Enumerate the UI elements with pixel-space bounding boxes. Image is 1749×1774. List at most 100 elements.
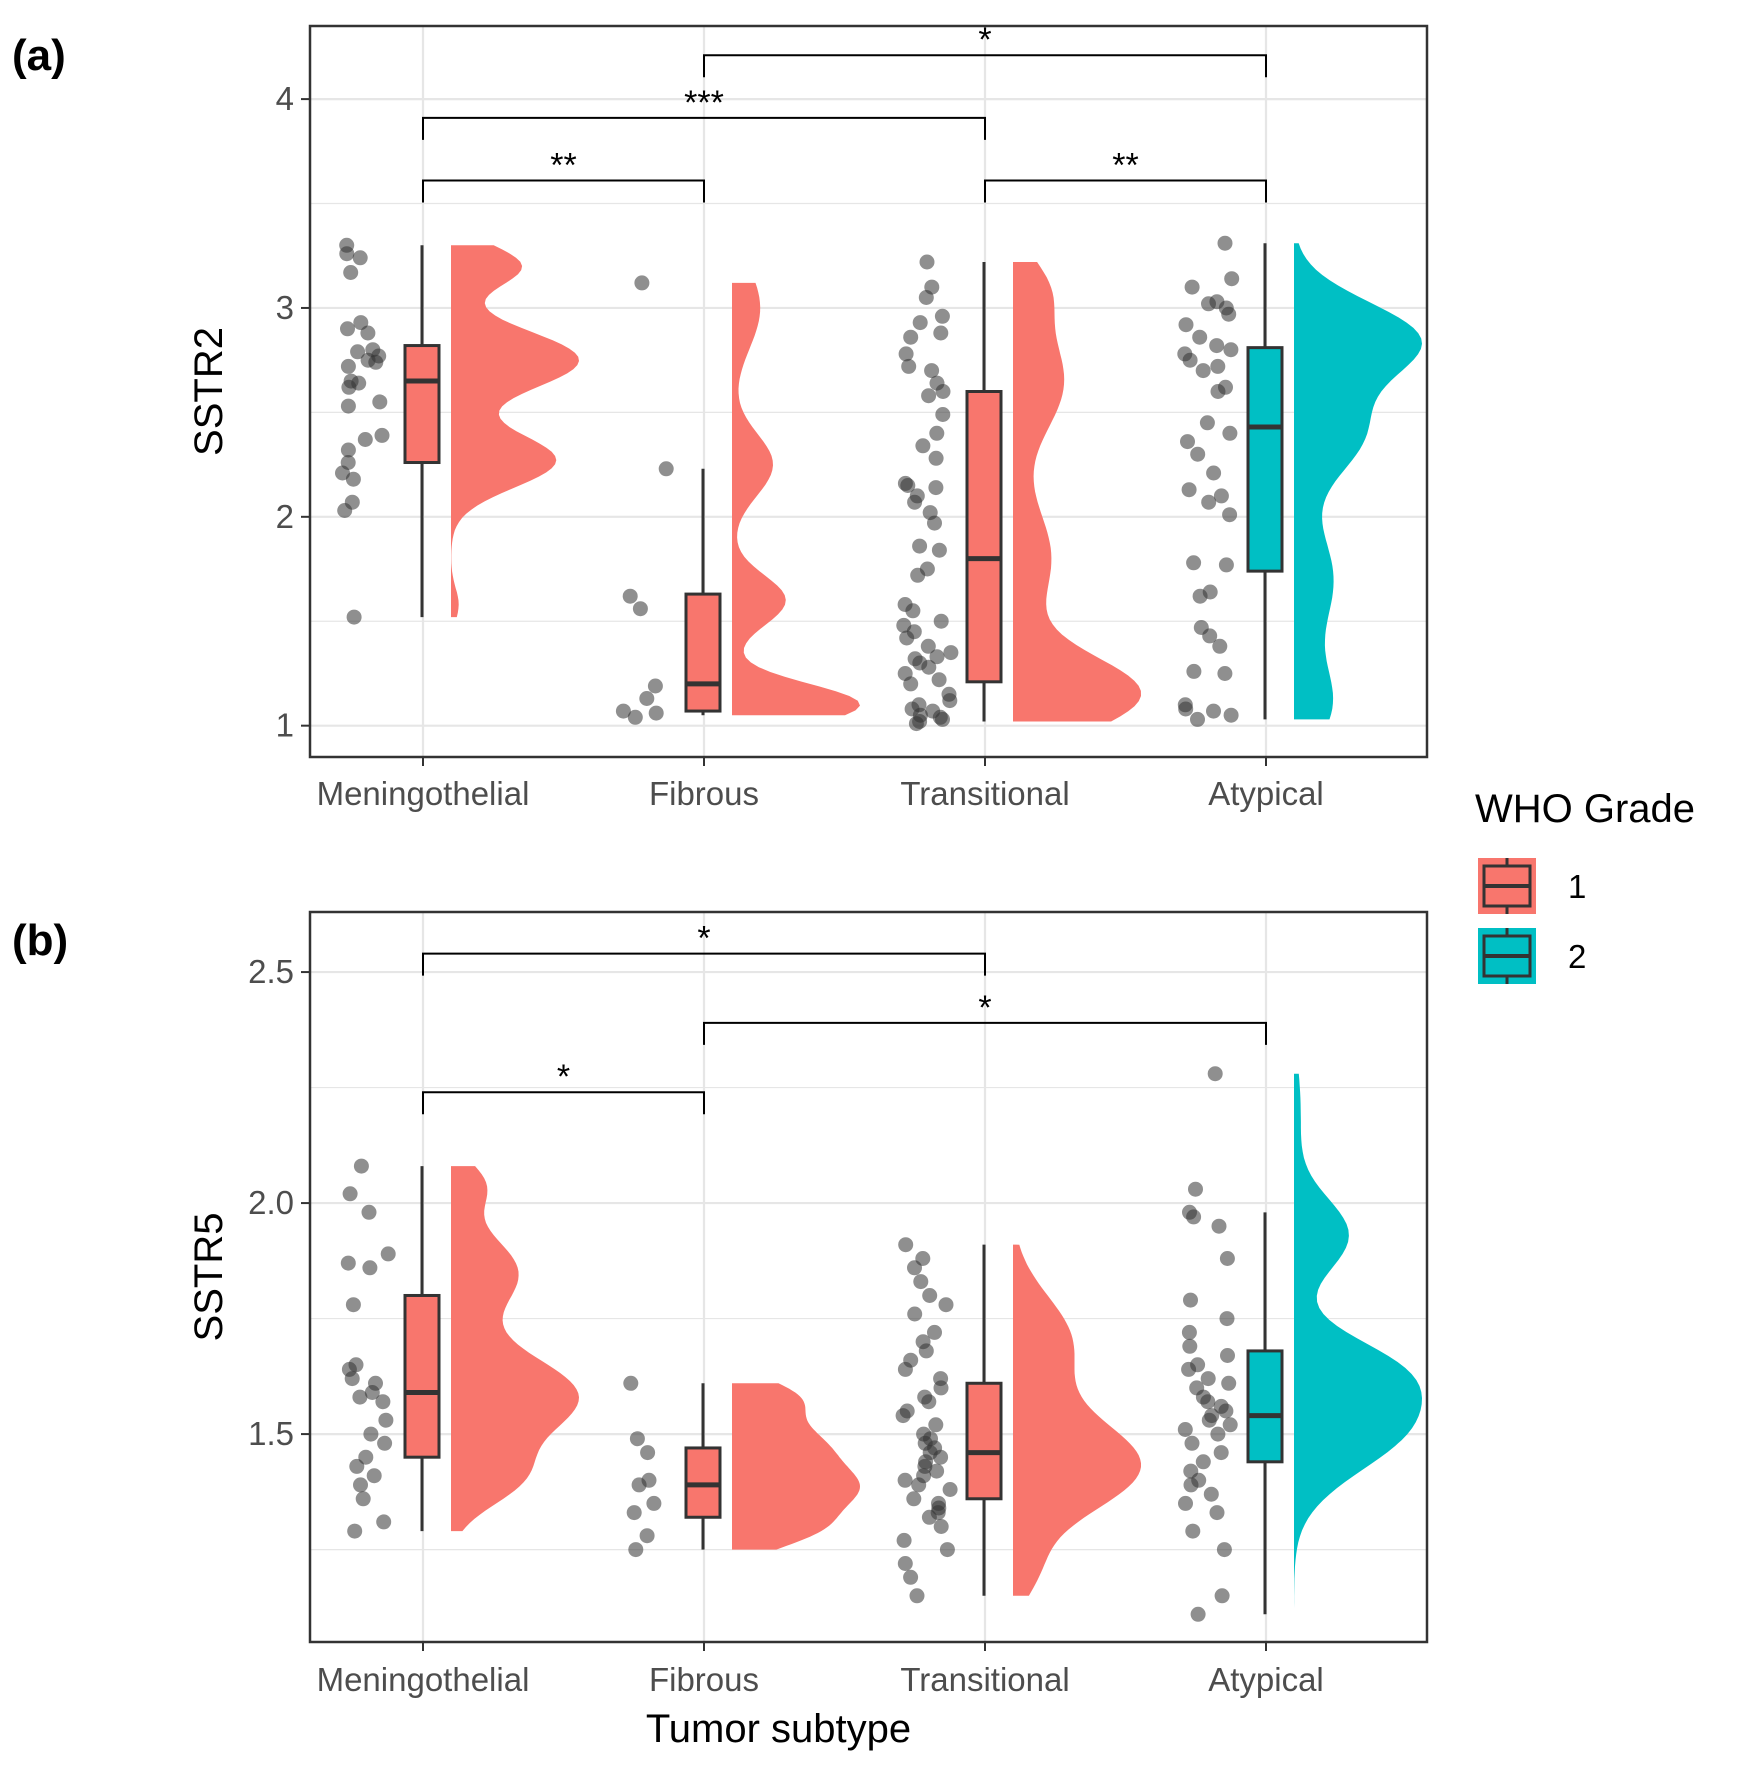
point-meningothelial: [349, 1458, 365, 1474]
significance-label: *: [557, 1058, 570, 1096]
panel-border: [308, 910, 1429, 1644]
point-meningothelial: [348, 1357, 364, 1373]
point-atypical: [1177, 346, 1193, 362]
point-transitional: [897, 1556, 913, 1571]
point-transitional: [933, 325, 949, 341]
point-meningothelial: [340, 321, 355, 337]
point-fibrous: [641, 1472, 657, 1488]
point-meningothelial: [374, 427, 390, 443]
point-transitional: [913, 1274, 929, 1290]
density-fibrous: [732, 282, 860, 716]
point-transitional: [929, 649, 945, 665]
point-atypical: [1195, 363, 1211, 379]
point-transitional: [922, 1288, 938, 1303]
point-atypical: [1213, 1445, 1229, 1461]
point-meningothelial: [345, 471, 361, 487]
point-meningothelial: [353, 315, 369, 331]
point-atypical: [1222, 1417, 1238, 1433]
point-transitional: [939, 1542, 955, 1558]
point-meningothelial: [365, 342, 381, 358]
point-transitional: [931, 672, 947, 688]
point-meningothelial: [340, 1255, 356, 1271]
point-transitional: [909, 488, 925, 504]
point-atypical: [1190, 1606, 1206, 1622]
point-atypical: [1180, 434, 1195, 450]
significance-label: *: [697, 920, 710, 958]
point-fibrous: [628, 1542, 644, 1558]
point-transitional: [907, 651, 923, 667]
point-meningothelial: [357, 432, 373, 447]
point-meningothelial: [347, 1523, 363, 1539]
significance-label: *: [978, 21, 991, 59]
point-meningothelial: [353, 1477, 368, 1493]
point-atypical: [1199, 415, 1215, 431]
point-atypical: [1183, 1292, 1198, 1308]
point-atypical: [1218, 557, 1234, 573]
point-atypical: [1184, 1435, 1200, 1451]
point-transitional: [903, 329, 919, 345]
point-transitional: [916, 1426, 932, 1442]
point-meningothelial: [345, 1297, 361, 1313]
point-transitional: [938, 1297, 954, 1313]
point-atypical: [1177, 697, 1193, 713]
legend-label-grade-2: 2: [1568, 938, 1586, 975]
point-meningothelial: [375, 1394, 391, 1410]
y-tick-label: 1: [276, 707, 294, 744]
point-atypical: [1223, 342, 1239, 358]
point-transitional: [943, 645, 959, 661]
point-transitional: [901, 358, 917, 374]
box-atypical: [1246, 346, 1284, 573]
point-transitional: [933, 1371, 949, 1387]
x-tick-label-fibrous: Fibrous: [649, 1661, 759, 1698]
point-meningothelial: [340, 455, 356, 470]
point-meningothelial: [352, 250, 368, 266]
point-transitional: [928, 1417, 944, 1433]
point-atypical: [1209, 338, 1225, 354]
panel-a-plot: Meningothelial Fibrous Transitional Atypica…: [187, 21, 1429, 812]
point-atypical: [1203, 1486, 1219, 1502]
y-tick-label: 1.5: [248, 1415, 294, 1452]
point-meningothelial: [372, 394, 388, 410]
y-tick-label: 3: [276, 289, 294, 326]
point-meningothelial: [342, 1186, 358, 1202]
point-transitional: [929, 1463, 945, 1479]
point-atypical: [1177, 1422, 1193, 1437]
point-transitional: [898, 346, 914, 362]
significance-bracket: [422, 952, 986, 976]
point-atypical: [1218, 379, 1233, 395]
point-transitional: [896, 1532, 912, 1548]
x-tick-label-atypical: Atypical: [1208, 1661, 1324, 1698]
point-atypical: [1182, 1204, 1197, 1220]
point-transitional: [915, 438, 931, 454]
point-meningothelial: [355, 1491, 371, 1507]
x-tick-label-transitional: Transitional: [900, 1661, 1069, 1698]
y-axis-title: SSTR5: [187, 1213, 231, 1342]
point-atypical: [1221, 1375, 1237, 1391]
point-atypical: [1188, 1181, 1203, 1197]
point-atypical: [1220, 1348, 1235, 1363]
point-atypical: [1190, 446, 1206, 462]
point-fibrous: [639, 691, 655, 706]
point-fibrous: [615, 703, 631, 719]
point-transitional: [919, 254, 935, 270]
density-meningothelial: [451, 245, 579, 618]
point-meningothelial: [346, 609, 362, 625]
legend-label-grade-1: 1: [1568, 868, 1586, 905]
point-transitional: [915, 1334, 931, 1350]
point-transitional: [924, 279, 940, 295]
point-transitional: [919, 561, 935, 577]
x-axis-title: Tumor subtype: [646, 1707, 911, 1751]
point-atypical: [1186, 555, 1202, 571]
point-atypical: [1190, 711, 1205, 727]
point-atypical: [1195, 1454, 1211, 1470]
point-transitional: [915, 1251, 931, 1266]
point-atypical: [1217, 666, 1233, 681]
point-fibrous: [658, 461, 674, 477]
point-fibrous: [639, 1528, 655, 1544]
panel-b-tag: (b): [12, 916, 68, 965]
significance-label: **: [550, 147, 576, 185]
point-fibrous: [648, 705, 664, 721]
y-tick-label: 2.5: [248, 953, 294, 990]
point-transitional: [897, 666, 913, 681]
